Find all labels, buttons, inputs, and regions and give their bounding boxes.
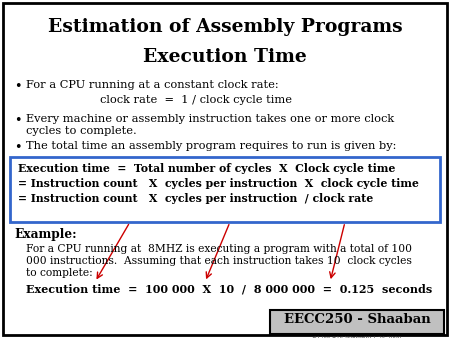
Text: For a CPU running at  8MHZ is executing a program with a total of 100: For a CPU running at 8MHZ is executing a… [26, 244, 412, 254]
Text: For a CPU running at a constant clock rate:: For a CPU running at a constant clock ra… [26, 80, 279, 90]
Text: = Instruction count   X  cycles per instruction  X  clock cycle time: = Instruction count X cycles per instruc… [18, 178, 419, 189]
Text: •: • [14, 114, 22, 127]
Text: cycles to complete.: cycles to complete. [26, 126, 137, 136]
Text: EECC250 - Shaaban: EECC250 - Shaaban [284, 313, 430, 326]
Text: Example:: Example: [14, 228, 76, 241]
FancyBboxPatch shape [270, 310, 444, 334]
Text: = Instruction count   X  cycles per instruction  / clock rate: = Instruction count X cycles per instruc… [18, 193, 373, 204]
Text: Execution time  =  100 000  X  10  /  8 000 000  =  0.125  seconds: Execution time = 100 000 X 10 / 8 000 00… [26, 283, 432, 294]
Text: Estimation of Assembly Programs: Estimation of Assembly Programs [48, 18, 402, 36]
FancyBboxPatch shape [10, 157, 440, 222]
Text: to complete:: to complete: [26, 268, 93, 278]
FancyBboxPatch shape [3, 3, 447, 335]
Text: The total time an assembly program requires to run is given by:: The total time an assembly program requi… [26, 141, 396, 151]
Text: clock rate  =  1 / clock cycle time: clock rate = 1 / clock cycle time [100, 95, 292, 105]
Text: #1 lec #16 Winter99 1-24-2000: #1 lec #16 Winter99 1-24-2000 [312, 336, 401, 338]
Text: Every machine or assembly instruction takes one or more clock: Every machine or assembly instruction ta… [26, 114, 394, 124]
Text: Execution Time: Execution Time [143, 48, 307, 66]
Text: Execution time  =  Total number of cycles  X  Clock cycle time: Execution time = Total number of cycles … [18, 163, 396, 174]
Text: •: • [14, 141, 22, 154]
Text: 000 instructions.  Assuming that each instruction takes 10  clock cycles: 000 instructions. Assuming that each ins… [26, 256, 412, 266]
Text: •: • [14, 80, 22, 93]
